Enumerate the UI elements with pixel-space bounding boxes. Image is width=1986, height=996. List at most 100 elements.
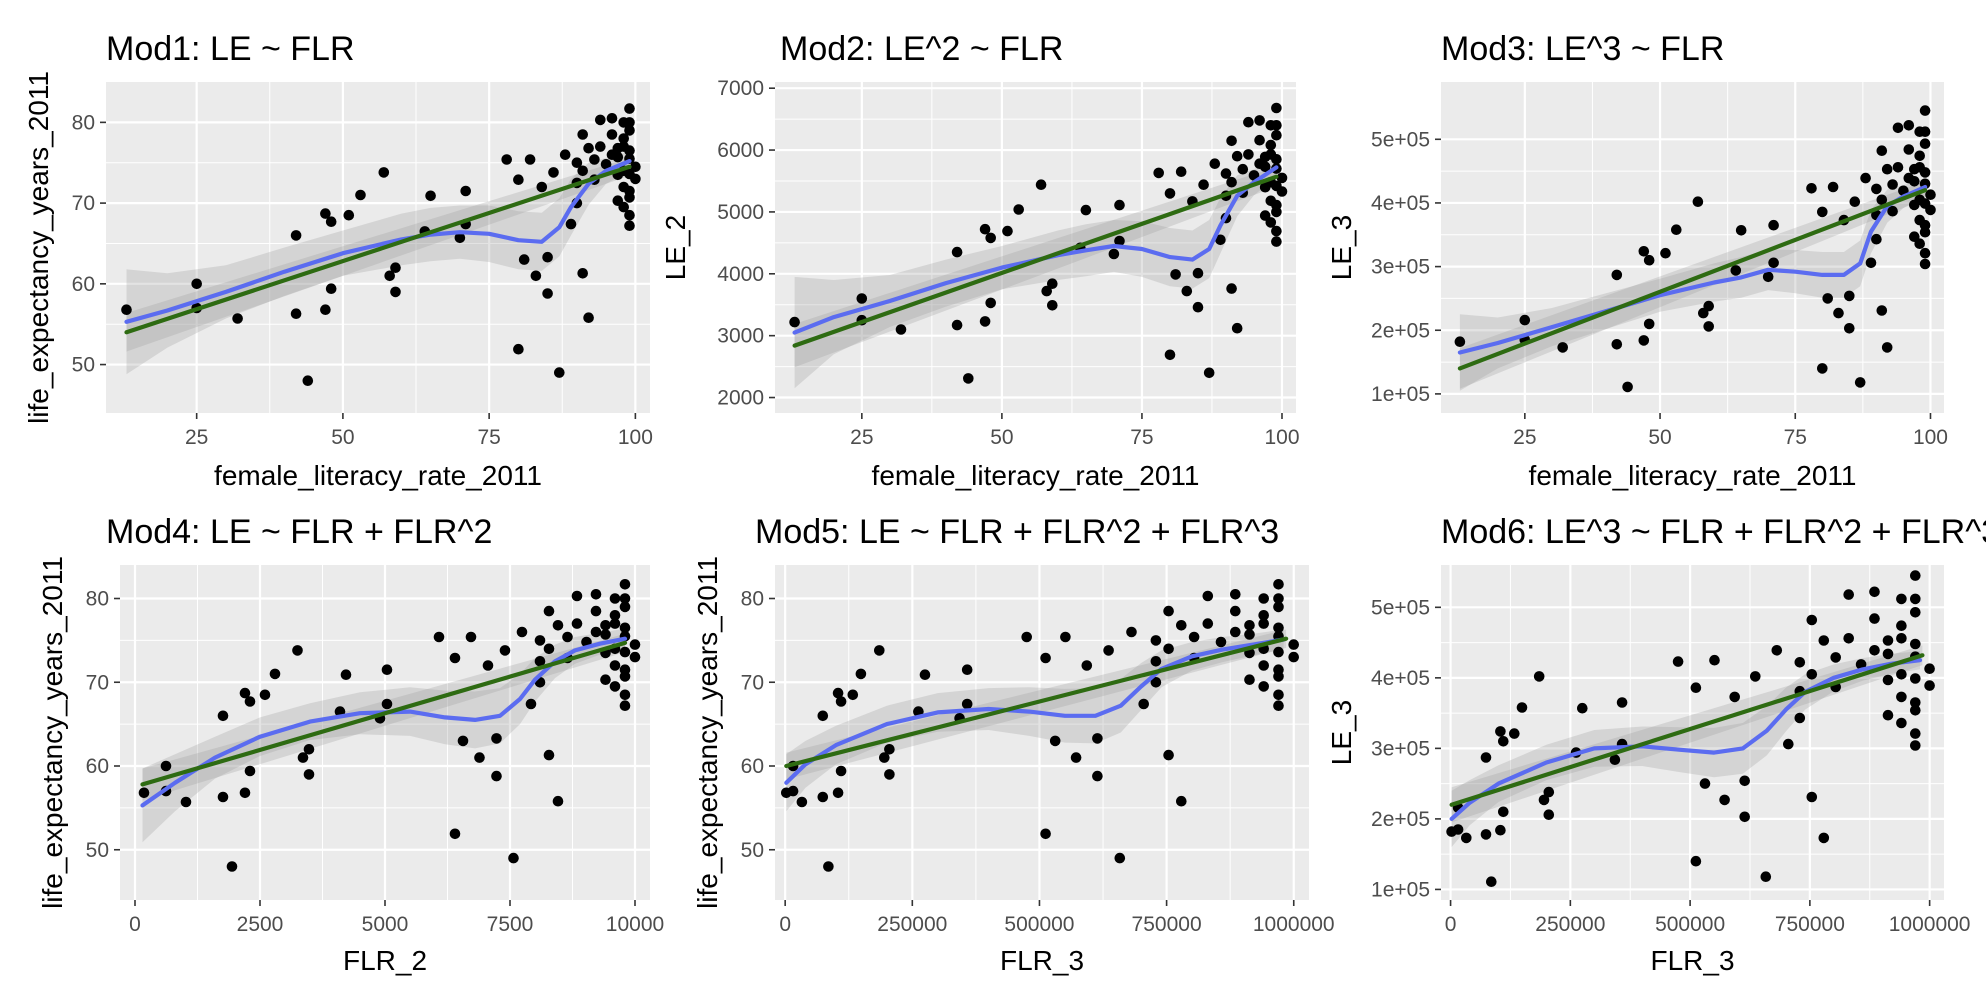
data-point — [390, 262, 401, 274]
data-point — [1163, 749, 1174, 761]
data-point — [1557, 342, 1568, 353]
loess-fit-line — [1457, 184, 1928, 355]
data-point — [1830, 652, 1841, 663]
data-point — [1237, 163, 1249, 175]
chart-panel-1: 25 50 75 100 50 60 70 80 Mod1: LE ~ FLR female_li… — [23, 30, 653, 491]
data-point — [1150, 677, 1162, 688]
data-point — [577, 129, 588, 140]
data-point — [1114, 852, 1126, 864]
data-point — [609, 610, 621, 621]
y-tick-label: 3000 — [717, 325, 764, 348]
data-point — [160, 760, 172, 772]
data-point — [1188, 631, 1200, 643]
data-point — [577, 268, 588, 279]
data-point — [1276, 186, 1288, 197]
data-point — [595, 114, 606, 126]
data-point — [1092, 733, 1103, 744]
data-point — [1041, 285, 1052, 297]
data-point — [787, 785, 799, 797]
data-point — [381, 698, 393, 710]
data-point — [1273, 646, 1284, 658]
data-point — [612, 151, 624, 163]
data-point — [1192, 301, 1204, 313]
data-point — [1577, 702, 1588, 714]
data-point — [542, 251, 553, 263]
data-point — [1203, 367, 1215, 379]
chart-panel-6: 0 250000 500000 750000 1000000 1e+05 2e+05 3e+0… — [1326, 513, 1986, 976]
data-point — [963, 373, 974, 384]
data-point — [1876, 305, 1888, 316]
data-point — [1231, 150, 1243, 162]
y-axis-label: LE_3 — [1326, 215, 1357, 280]
x-tick-label: 75 — [1784, 426, 1807, 449]
data-point — [449, 652, 461, 664]
data-point — [292, 645, 303, 656]
data-point — [1273, 593, 1284, 604]
data-point — [817, 791, 829, 803]
x-tick-label: 500000 — [1655, 913, 1725, 936]
x-tick-label: 50 — [1648, 426, 1671, 449]
data-point — [1265, 139, 1277, 151]
data-point — [1258, 660, 1269, 671]
data-point — [1244, 620, 1255, 631]
data-point — [619, 664, 631, 675]
data-point — [624, 117, 635, 128]
data-point — [1924, 680, 1935, 691]
data-point — [1760, 871, 1772, 882]
x-tick-label: 5000 — [362, 913, 409, 936]
data-point — [1817, 363, 1828, 374]
data-point — [1202, 590, 1214, 602]
data-point — [552, 620, 564, 631]
data-point — [1865, 257, 1877, 269]
y-tick-label: 2e+05 — [1371, 808, 1430, 831]
data-point — [590, 605, 602, 617]
data-point — [343, 209, 355, 221]
data-point — [1170, 269, 1181, 280]
data-point — [1794, 712, 1806, 724]
data-point — [1226, 176, 1237, 188]
panel-title: Mod6: LE^3 ~ FLR + FLR^2 + FLR^3 — [1441, 513, 1986, 551]
data-point — [609, 660, 621, 671]
data-point — [1909, 176, 1920, 187]
data-point — [552, 795, 564, 807]
y-axis-label: life_expectancy_years_2011 — [692, 556, 723, 909]
data-point — [232, 313, 243, 324]
data-point — [1887, 205, 1898, 217]
data-point — [543, 643, 555, 655]
x-axis-label: female_literacy_rate_2011 — [1529, 460, 1857, 491]
lm-fit-line — [1457, 188, 1928, 371]
data-point — [340, 669, 352, 680]
data-point — [239, 687, 251, 699]
data-point — [1215, 636, 1227, 648]
y-tick-label: 5e+05 — [1371, 596, 1430, 619]
data-point — [1244, 674, 1255, 685]
data-point — [543, 605, 555, 617]
loess-confidence-band — [126, 151, 630, 375]
data-point — [1175, 166, 1187, 177]
data-point — [320, 208, 331, 219]
data-point — [1040, 828, 1051, 840]
data-point — [1843, 633, 1854, 644]
data-point — [619, 601, 631, 613]
y-tick-label: 5e+05 — [1371, 128, 1430, 151]
data-point — [1903, 120, 1915, 131]
data-point — [1230, 605, 1241, 617]
data-point — [606, 129, 618, 140]
data-point — [513, 343, 524, 355]
y-tick-label: 50 — [72, 354, 95, 377]
data-point — [1892, 122, 1904, 134]
data-point — [482, 660, 494, 671]
data-point — [543, 749, 555, 761]
data-point — [1783, 738, 1794, 750]
data-point — [589, 154, 600, 165]
y-tick-label: 70 — [741, 671, 764, 694]
data-point — [1192, 267, 1204, 279]
data-point — [1258, 618, 1269, 629]
data-point — [1181, 285, 1193, 297]
x-axis-label: FLR_2 — [343, 945, 427, 976]
data-point — [1910, 705, 1921, 716]
y-tick-label: 50 — [741, 839, 764, 862]
data-point — [1243, 116, 1254, 128]
data-point — [577, 165, 588, 177]
data-point — [1881, 163, 1893, 175]
